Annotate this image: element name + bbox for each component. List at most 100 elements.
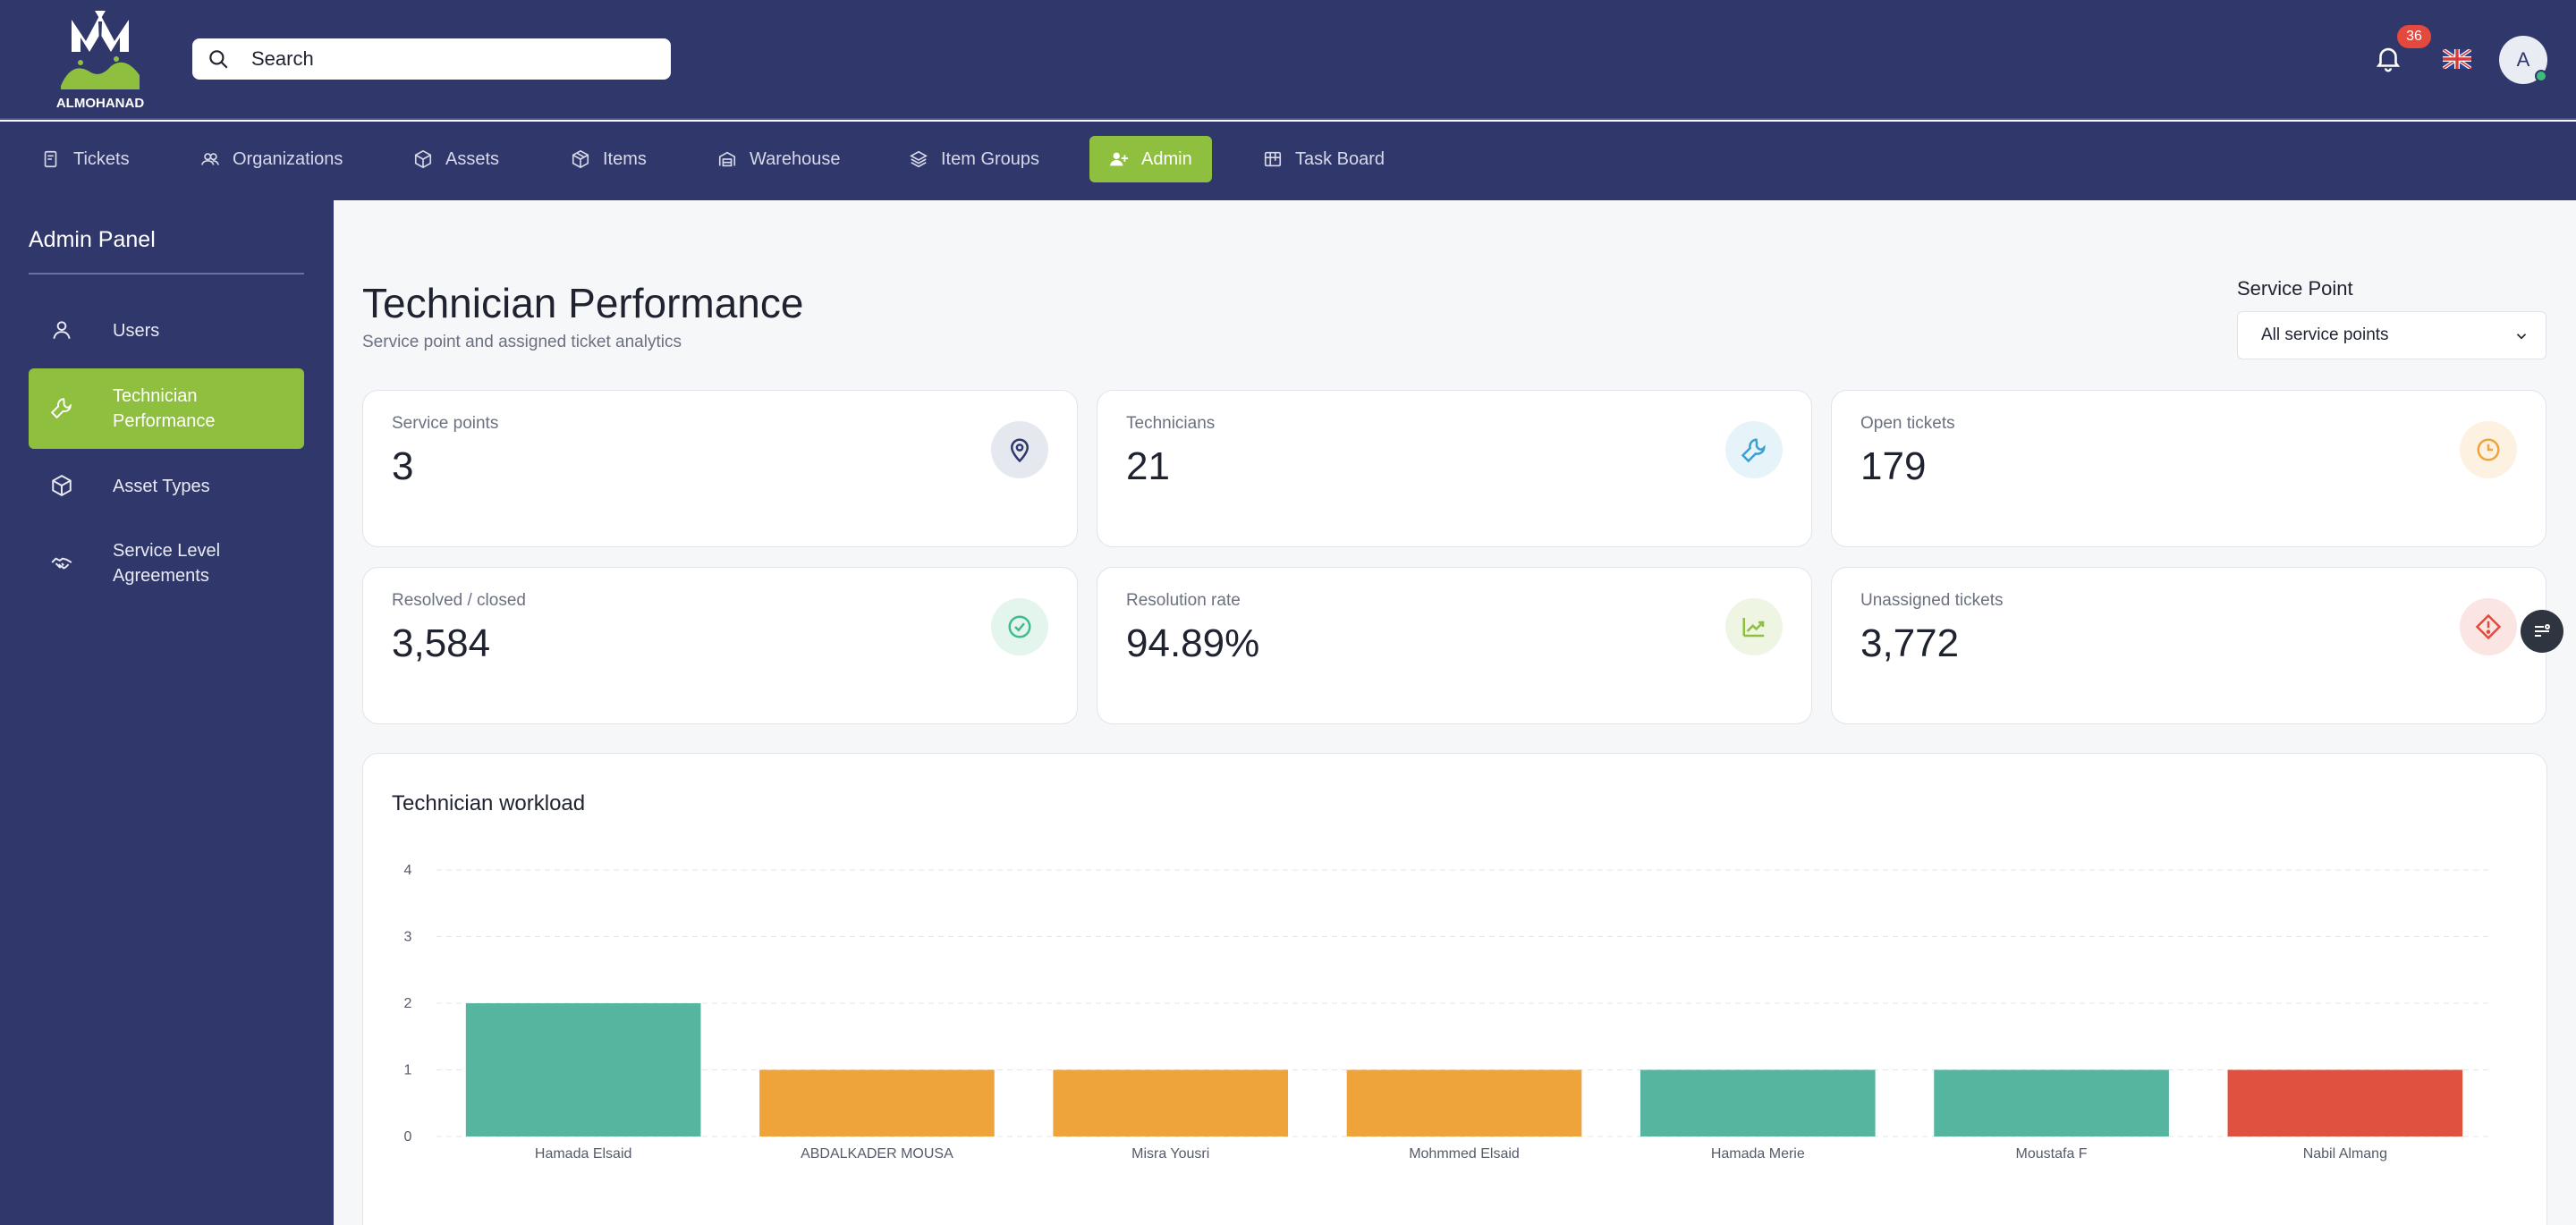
x-category-label: Mohmmed Elsaid [1409,1146,1520,1162]
trend-up-icon [1725,598,1783,655]
sidebar-item-label: Technician Performance [113,384,274,434]
notification-badge: 36 [2397,25,2431,48]
clock-icon [2460,421,2517,478]
online-status-dot [2535,70,2547,82]
nav-label: Task Board [1295,149,1385,170]
wrench-icon [50,396,73,419]
search-icon [207,47,230,71]
nav-item-groups[interactable]: Item Groups [889,136,1059,182]
nav-organizations[interactable]: Organizations [181,136,362,182]
floating-filter-button[interactable] [2521,610,2563,653]
chart-bar[interactable] [466,1003,701,1136]
chart-bar[interactable] [1347,1070,1582,1137]
chart-bar[interactable] [1934,1070,2169,1137]
x-category-label: Hamada Elsaid [535,1146,632,1162]
stat-value: 3,772 [1860,621,1959,666]
warehouse-icon [717,149,737,169]
stat-value: 179 [1860,444,1926,489]
package-icon [571,149,590,169]
chevron-down-icon [2513,328,2529,344]
stat-label: Resolution rate [1126,591,1241,611]
chart-bar[interactable] [1053,1070,1288,1137]
user-icon [50,318,73,342]
page-subtitle: Service point and assigned ticket analyt… [362,333,682,352]
users-icon [200,149,220,169]
y-tick-label: 1 [404,1063,412,1078]
stat-card-service-points: Service points 3 [362,390,1078,547]
user-plus-icon [1109,149,1129,169]
uk-flag-icon[interactable] [2443,49,2471,69]
search-box[interactable] [192,38,671,80]
stat-label: Service points [392,414,498,434]
logo-text: ALMOHANAD [56,96,144,111]
sidebar-item-sla[interactable]: Service Level Agreements [29,535,304,592]
chart-bar[interactable] [2228,1070,2463,1137]
x-category-label: ABDALKADER MOUSA [801,1146,953,1162]
stat-value: 3,584 [392,621,490,666]
y-tick-label: 2 [404,996,412,1011]
stat-card-open-tickets: Open tickets 179 [1831,390,2546,547]
chart-bar[interactable] [1640,1070,1876,1137]
nav-label: Items [603,149,647,170]
wrench-icon [1725,421,1783,478]
search-input[interactable] [251,47,627,71]
map-pin-icon [991,421,1048,478]
nav-admin[interactable]: Admin [1089,136,1212,182]
technician-workload-chart: Technician workload 0 1 2 3 4 Hamada Elsaid AB… [362,753,2547,1225]
y-tick-label: 4 [404,863,412,878]
app-logo[interactable]: ALMOHANAD [54,7,147,113]
y-tick-label: 0 [404,1129,412,1145]
page-title: Technician Performance [362,279,803,327]
stat-label: Unassigned tickets [1860,591,2003,611]
admin-sidebar: Admin Panel Users Technician Performance… [0,200,334,1225]
filter-list-icon [2531,621,2553,642]
nav-warehouse[interactable]: Warehouse [698,136,860,182]
stat-card-resolution-rate: Resolution rate 94.89% [1097,567,1812,724]
sidebar-item-label: Service Level Agreements [113,538,274,588]
sidebar-item-label: Asset Types [113,474,210,499]
box-icon [413,149,433,169]
board-icon [1263,149,1283,169]
stat-card-technicians: Technicians 21 [1097,390,1812,547]
stat-card-resolved: Resolved / closed 3,584 [362,567,1078,724]
cube-icon [50,474,73,497]
nav-items[interactable]: Items [551,136,666,182]
bell-icon[interactable] [2373,42,2403,74]
user-avatar[interactable]: A [2499,36,2547,84]
nav-tickets[interactable]: Tickets [21,136,149,182]
x-category-label: Nabil Almang [2303,1146,2387,1162]
groups-icon [909,149,928,169]
stat-label: Technicians [1126,414,1215,434]
ticket-icon [41,149,61,169]
top-bar: ALMOHANAD 36 A [0,0,2576,120]
sidebar-item-technician-performance[interactable]: Technician Performance [29,368,304,449]
nav-assets[interactable]: Assets [394,136,519,182]
x-category-label: Moustafa F [2016,1146,2088,1162]
bar-chart: 0 1 2 3 4 Hamada Elsaid ABDALKADER MOUSA Misra … [363,754,2548,1225]
nav-label: Admin [1141,149,1192,170]
check-circle-icon [991,598,1048,655]
x-category-label: Hamada Merie [1711,1146,1805,1162]
nav-label: Warehouse [750,149,841,170]
nav-label: Item Groups [941,149,1039,170]
stat-value: 94.89% [1126,621,1259,666]
stat-label: Open tickets [1860,414,1955,434]
sidebar-item-label: Users [113,318,159,343]
nav-task-board[interactable]: Task Board [1243,136,1404,182]
main-content: Technician Performance Service point and… [334,200,2576,1225]
nav-label: Tickets [73,149,130,170]
sidebar-title: Admin Panel [29,227,156,253]
nav-label: Organizations [233,149,343,170]
sidebar-divider [29,273,304,275]
sidebar-item-asset-types[interactable]: Asset Types [29,465,304,508]
handshake-icon [50,551,73,574]
service-point-select[interactable]: All service points [2237,311,2546,359]
stat-label: Resolved / closed [392,591,526,611]
main-nav: Tickets Organizations Assets Items Wareh… [0,122,2576,200]
sidebar-item-users[interactable]: Users [29,309,304,352]
alert-diamond-icon [2460,598,2517,655]
stat-card-unassigned: Unassigned tickets 3,772 [1831,567,2546,724]
chart-bar[interactable] [759,1070,995,1137]
y-tick-label: 3 [404,930,412,945]
x-category-label: Misra Yousri [1131,1146,1209,1162]
